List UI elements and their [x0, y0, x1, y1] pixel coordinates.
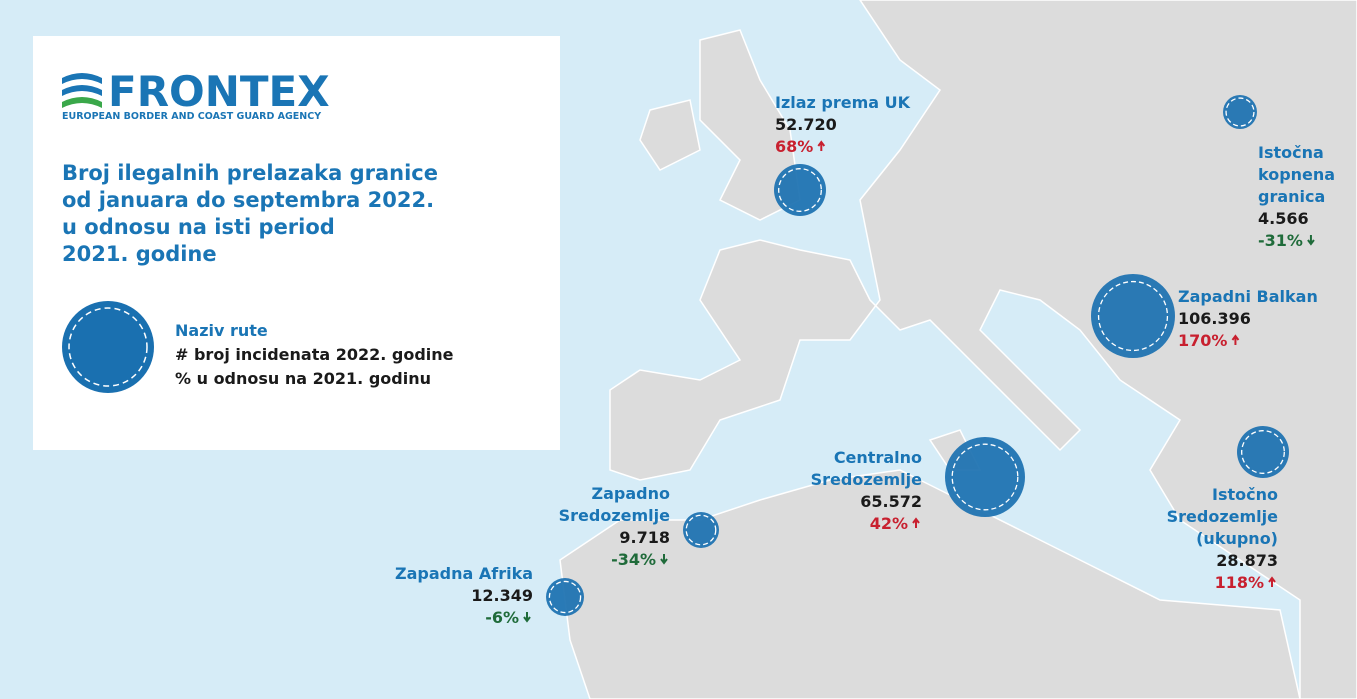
route-name: Sredozemlje: [811, 470, 923, 489]
route-change: 42%: [870, 514, 908, 533]
route-count: 9.718: [619, 528, 670, 547]
route-circle-dash: [1097, 280, 1169, 352]
route: Zapadni Balkan 106.396 170%: [1091, 274, 1318, 358]
route-name: granica: [1258, 187, 1325, 206]
route-name: kopnena: [1258, 165, 1335, 184]
route-count: 4.566: [1258, 209, 1309, 228]
legend-count: # broj incidenata 2022. godine: [175, 345, 454, 364]
route-circle-dash: [1241, 430, 1285, 474]
route-name: Zapadno: [592, 484, 670, 503]
route-name: Zapadni Balkan: [1178, 287, 1318, 306]
title: Broj ilegalnih prelazaka granice od janua…: [62, 161, 438, 266]
trend-arrow: [1268, 576, 1276, 587]
trend-arrow: [660, 554, 668, 565]
route-count: 106.396: [1178, 309, 1251, 328]
legend-name: Naziv rute: [175, 321, 268, 340]
title-line: od januara do septembra 2022.: [62, 188, 434, 212]
route-count: 65.572: [860, 492, 922, 511]
route-count: 28.873: [1216, 551, 1278, 570]
route-circle-dash: [685, 514, 717, 546]
route-count: 52.720: [775, 115, 837, 134]
route-name: Centralno: [834, 448, 922, 467]
route-name: Izlaz prema UK: [775, 93, 911, 112]
trend-arrow: [523, 612, 531, 623]
logo: FRONTEX: [108, 67, 330, 116]
route-circle-dash: [951, 443, 1019, 511]
legend-circle-dash: [68, 307, 148, 387]
route-change: -31%: [1258, 231, 1303, 250]
routes: Izlaz prema UK 52.720 68% Istočna kopnena gra…: [395, 93, 1335, 627]
route-circle: [1091, 274, 1175, 358]
legend-change: % u odnosu na 2021. godinu: [175, 369, 431, 388]
route-circle-dash: [548, 580, 582, 614]
route-name: (ukupno): [1196, 529, 1278, 548]
route: Zapadna Afrika 12.349 -6%: [395, 564, 584, 627]
logo-subtitle: EUROPEAN BORDER AND COAST GUARD AGENCY: [62, 111, 321, 122]
route: Istočno Sredozemlje (ukupno) 28.873 118%: [1167, 426, 1289, 592]
route-circle: [774, 164, 826, 216]
route: Izlaz prema UK 52.720 68%: [774, 93, 911, 216]
route-name: Istočno: [1212, 485, 1278, 504]
route: Zapadno Sredozemlje 9.718 -34%: [559, 484, 719, 569]
trend-arrow: [1307, 235, 1315, 246]
legend-circle: [62, 301, 154, 393]
route-circle: [1237, 426, 1289, 478]
title-line: u odnosu na isti period: [62, 215, 335, 239]
route-circle: [1223, 95, 1257, 129]
route-circle-dash: [1225, 97, 1255, 127]
route-circle: [683, 512, 719, 548]
route-change: -6%: [485, 608, 519, 627]
route: Centralno Sredozemlje 65.572 42%: [811, 437, 1025, 533]
title-line: Broj ilegalnih prelazaka granice: [62, 161, 438, 185]
route-name: Istočna: [1258, 143, 1324, 162]
route-circle: [546, 578, 584, 616]
route-change: 118%: [1215, 573, 1264, 592]
trend-arrow: [912, 517, 920, 528]
route-name: Sredozemlje: [1167, 507, 1279, 526]
route-change: -34%: [611, 550, 656, 569]
trend-arrow: [1231, 334, 1240, 345]
route-change: 68%: [775, 137, 813, 156]
route-name: Sredozemlje: [559, 506, 671, 525]
land: [559, 0, 1357, 699]
route: Istočna kopnena granica 4.566 -31%: [1223, 95, 1335, 250]
trend-arrow: [817, 140, 826, 151]
route-name: Zapadna Afrika: [395, 564, 533, 583]
route-circle-dash: [778, 168, 822, 212]
route-count: 12.349: [471, 586, 533, 605]
logo-icon: [62, 73, 102, 108]
title-line: 2021. godine: [62, 242, 217, 266]
route-change: 170%: [1178, 331, 1227, 350]
route-circle: [945, 437, 1025, 517]
